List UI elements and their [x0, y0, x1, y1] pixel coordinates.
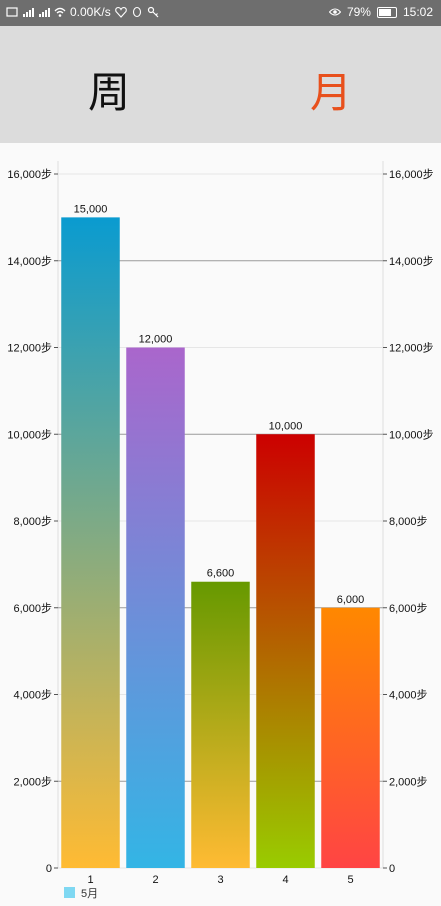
legend-swatch: [64, 887, 75, 898]
bar-value-label: 10,000: [269, 420, 303, 432]
y-tick-label-right: 0: [389, 863, 395, 875]
y-tick-label-right: 12,000步: [389, 342, 434, 355]
y-tick-label-right: 8,000步: [389, 515, 428, 528]
signal-icon: [23, 8, 34, 17]
eye-icon: [328, 8, 341, 16]
network-speed: 0.00K/s: [70, 5, 111, 19]
y-tick-label-left: 2,000步: [13, 775, 52, 788]
key-icon: [147, 6, 159, 18]
bar-value-label: 12,000: [139, 334, 173, 346]
wifi-icon: [54, 7, 66, 17]
legend-label: 5月: [81, 888, 98, 900]
bar: [191, 581, 250, 868]
bar: [61, 217, 120, 868]
status-bar: 0.00K/s 79% 15:02: [0, 0, 441, 26]
y-tick-label-right: 10,000步: [389, 428, 434, 441]
bar-value-label: 6,600: [207, 568, 235, 580]
y-tick-label-left: 8,000步: [13, 515, 52, 528]
bar: [256, 434, 315, 868]
x-tick-label: 2: [152, 874, 158, 886]
step-bar-chart: 0 0 2,000步 2,000步 4,000步 4,000步 6,000步 6,000步 8,…: [0, 143, 441, 906]
y-tick-label-left: 0: [46, 863, 52, 875]
clock: 15:02: [402, 5, 433, 19]
y-tick-label-right: 6,000步: [389, 602, 428, 615]
qq-icon: [132, 6, 141, 18]
x-tick-label: 5: [347, 874, 353, 886]
signal-icon-2: [39, 8, 50, 17]
tab-header: [0, 26, 441, 143]
bar-value-label: 6,000: [337, 594, 365, 606]
y-tick-label-left: 12,000步: [7, 342, 52, 355]
y-tick-label-left: 16,000步: [7, 168, 52, 181]
chart-svg: 0 0 2,000步 2,000步 4,000步 4,000步 6,000步 6,000步 8,…: [7, 161, 434, 900]
sim-icon: [6, 7, 18, 17]
y-tick-label-left: 6,000步: [13, 602, 52, 615]
health-icon: [114, 6, 127, 18]
bar: [321, 607, 380, 868]
y-tick-label-right: 2,000步: [389, 775, 428, 788]
y-tick-label-left: 4,000步: [13, 689, 52, 702]
x-tick-label: 3: [217, 874, 223, 886]
y-tick-label-right: 4,000步: [389, 689, 428, 702]
y-tick-label-left: 10,000步: [7, 428, 52, 441]
y-tick-label-right: 14,000步: [389, 255, 434, 268]
y-tick-label-left: 14,000步: [7, 255, 52, 268]
tab-week[interactable]: 周: [88, 68, 131, 117]
bar: [126, 347, 185, 868]
tab-month[interactable]: 月: [310, 68, 353, 117]
bar-value-label: 15,000: [74, 203, 108, 215]
x-tick-label: 1: [87, 874, 93, 886]
y-tick-label-right: 16,000步: [389, 168, 434, 181]
x-tick-label: 4: [282, 874, 288, 886]
battery-percent: 79%: [346, 5, 371, 19]
battery-icon: [376, 6, 397, 18]
